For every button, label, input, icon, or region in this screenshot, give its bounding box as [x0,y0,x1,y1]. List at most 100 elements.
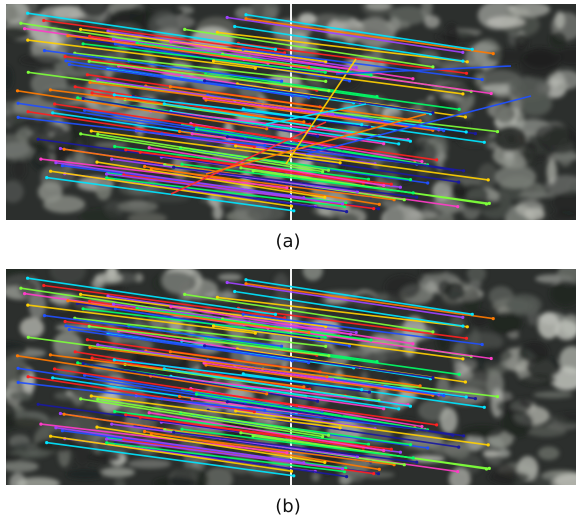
keypoint [138,150,142,154]
match-line [17,355,267,395]
keypoint [338,426,342,430]
match-line [17,102,246,139]
keypoint [324,344,328,348]
keypoint [79,132,83,136]
keypoint [326,433,331,437]
keypoint [62,147,66,151]
keypoint [321,170,325,174]
keypoint [473,397,477,401]
keypoint [143,164,147,169]
keypoint [431,65,435,69]
keypoint [106,294,110,298]
keypoint [292,209,296,213]
keypoint [180,427,184,431]
keypoint [294,403,299,408]
keypoint [36,137,40,141]
match-line [17,367,246,404]
keypoint [345,210,349,214]
match-line [227,16,463,54]
match-line [55,426,304,464]
keypoint [112,93,116,97]
keypoint [183,27,187,31]
match-line [91,130,341,164]
keypoint [162,367,166,371]
keypoint [88,299,92,303]
keypoint [105,172,109,176]
keypoint [26,38,30,42]
keypoint [88,345,92,349]
keypoint [113,307,117,311]
match-line [181,163,414,194]
keypoint [489,356,493,361]
match-line [149,411,384,452]
match-line [234,290,464,327]
keypoint [233,24,237,29]
match-line [136,42,372,76]
match-line [245,17,494,55]
keypoint [411,342,415,346]
keypoint [252,145,256,149]
keypoint [302,385,306,389]
match-line [204,345,434,379]
match-line [245,282,494,320]
keypoint [67,62,71,67]
keypoint [316,399,320,403]
keypoint [487,466,491,470]
keypoint [486,443,490,447]
keypoint [180,162,184,166]
keypoint [367,390,371,394]
match-line [149,146,384,187]
keypoint [87,59,91,63]
keypoint [265,127,269,131]
keypoint [244,282,248,286]
keypoint [67,327,71,332]
keypoint [491,52,495,56]
keypoint [323,70,327,74]
keypoint [16,380,20,384]
keypoint [377,467,381,471]
keypoint [241,312,245,316]
keypoint [273,312,278,316]
keypoint [244,13,248,17]
keypoint [461,50,465,55]
keypoint [323,335,327,339]
match-line [245,13,473,51]
keypoint [215,30,219,34]
keypoint [88,80,92,84]
keypoint [147,411,151,415]
keypoint [327,89,331,93]
match-line [196,128,428,166]
match-line [54,368,297,407]
keypoint [178,394,182,399]
keypoint [461,315,465,319]
keypoint [411,191,415,195]
keypoint [354,65,358,70]
keypoint [470,47,474,51]
keypoint [239,431,243,435]
keypoint [331,112,335,116]
keypoint [342,205,347,209]
keypoint [81,96,85,101]
keypoint [76,96,80,100]
keypoint [124,148,128,152]
match-line [173,431,417,463]
keypoint [96,78,100,82]
keypoint [194,127,199,131]
keypoint [324,60,328,64]
match-line [164,368,411,407]
keypoint [45,441,49,445]
match-line [97,344,333,380]
match-line [89,346,328,378]
match-line [89,60,329,92]
keypoint [495,130,500,134]
keypoint [244,17,248,21]
keypoint [369,73,373,77]
match-line [27,12,276,51]
keypoint [338,161,342,165]
match-line [83,362,318,402]
match-line [136,307,372,341]
keypoint [54,161,58,165]
match-line [213,325,464,360]
panel-b-image [6,269,576,485]
keypoint [280,344,284,348]
